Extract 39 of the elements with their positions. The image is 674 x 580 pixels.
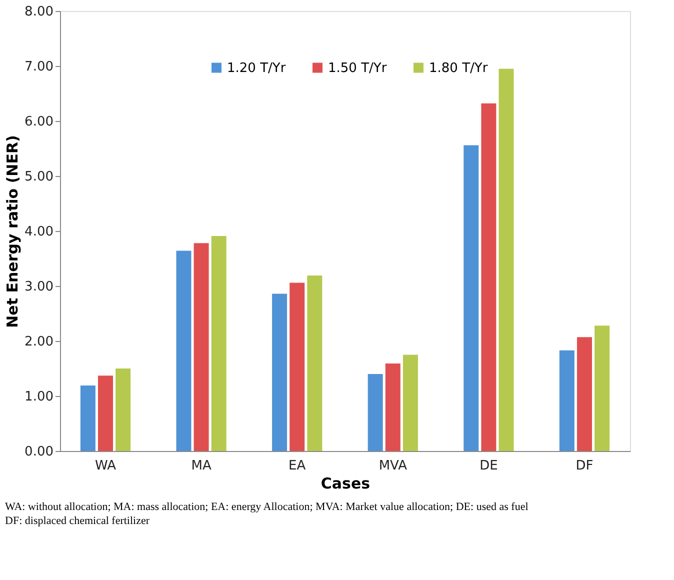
bar bbox=[481, 103, 496, 451]
bar bbox=[385, 364, 400, 451]
x-tick-label: MVA bbox=[378, 458, 408, 474]
bar bbox=[272, 294, 288, 451]
y-tick-label: 7.00 bbox=[24, 60, 54, 74]
x-tick-label: MA bbox=[191, 458, 212, 474]
bar bbox=[194, 243, 209, 451]
bar bbox=[594, 326, 610, 451]
x-tick-label: EA bbox=[288, 458, 306, 474]
bar bbox=[116, 368, 131, 451]
bar bbox=[464, 145, 479, 451]
bar bbox=[80, 386, 96, 451]
x-tick-label: DE bbox=[480, 458, 498, 474]
x-tick-label: WA bbox=[94, 458, 116, 474]
y-tick-label: 6.00 bbox=[24, 114, 54, 130]
bar bbox=[307, 276, 322, 451]
bar bbox=[402, 354, 418, 451]
legend-label: 1.80 T/Yr bbox=[429, 60, 488, 76]
legend-label: 1.20 T/Yr bbox=[227, 60, 286, 76]
legend-label: 1.50 T/Yr bbox=[328, 60, 388, 76]
bar bbox=[368, 374, 383, 451]
y-tick-label: 2.00 bbox=[24, 334, 54, 350]
bar bbox=[559, 350, 574, 451]
y-tick-label: 8.00 bbox=[24, 4, 54, 20]
text: WA: without allocation; MA: mass allocation; EA: energy Allocation; MVA: Market value allocation; DE: used as fuel DF: displaced chemical fertilizer bbox=[5, 501, 528, 527]
bar bbox=[576, 337, 592, 451]
y-tick-label: 4.00 bbox=[24, 224, 54, 240]
y-tick-label: 0.00 bbox=[24, 444, 54, 460]
y-tick-label: 5.00 bbox=[24, 170, 54, 184]
x-axis-title: Cases bbox=[320, 474, 370, 492]
y-axis-title: Net Energy ratio (NER) bbox=[4, 135, 22, 328]
y-tick-label: 1.00 bbox=[24, 390, 54, 404]
x-tick-label: DF bbox=[576, 458, 594, 474]
bar bbox=[211, 236, 226, 451]
bar bbox=[176, 250, 192, 451]
bar bbox=[498, 68, 514, 451]
bar bbox=[98, 376, 114, 451]
y-tick-label: 3.00 bbox=[24, 280, 54, 294]
bar bbox=[290, 282, 305, 451]
